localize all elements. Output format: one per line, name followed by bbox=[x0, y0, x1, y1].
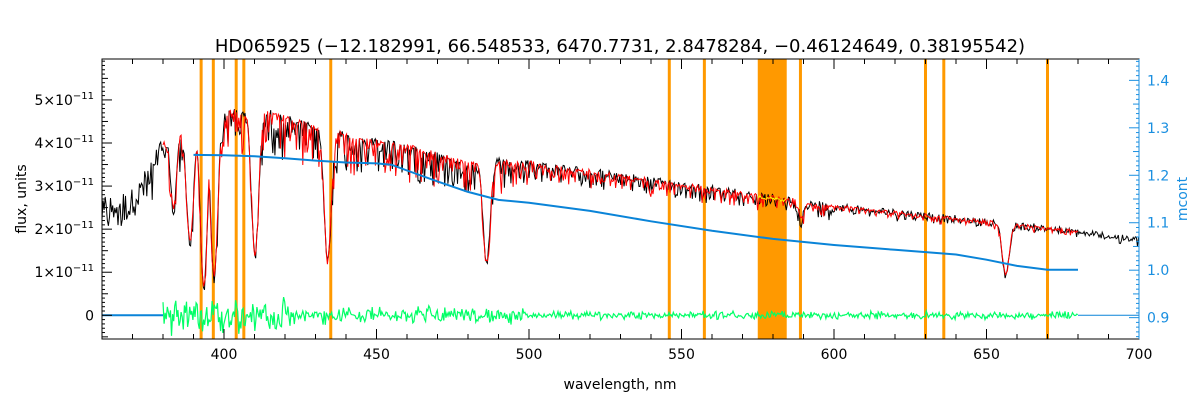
y-axis-right: 0.9 1.0 1.1 1.2 1.3 1.4 bbox=[1129, 59, 1169, 339]
y-axis-label: flux, units bbox=[14, 164, 30, 233]
y-axis-left: 0 1×10−11 2×10−11 3×10−11 4×10−11 5×10−11 bbox=[34, 60, 112, 338]
x-tick-label: 650 bbox=[973, 347, 1000, 363]
y2-tick-label: 1.0 bbox=[1147, 263, 1169, 279]
residual-series bbox=[102, 296, 1139, 336]
observed-line bbox=[101, 109, 1139, 291]
continuum-line bbox=[193, 153, 1078, 271]
continuum-series bbox=[193, 153, 1078, 271]
model-series bbox=[162, 109, 1079, 287]
y-tick-label: 2×10−11 bbox=[34, 220, 94, 238]
residual-line bbox=[162, 296, 1079, 336]
y2-tick-label: 1.3 bbox=[1147, 121, 1169, 137]
model-line bbox=[162, 109, 1079, 287]
observed-series bbox=[101, 109, 1139, 291]
y2-axis-label: mcont bbox=[1175, 176, 1191, 221]
y-tick-label: 4×10−11 bbox=[34, 134, 94, 152]
y2-tick-label: 1.2 bbox=[1147, 168, 1169, 184]
y2-tick-label: 1.4 bbox=[1147, 73, 1169, 89]
x-tick-label: 700 bbox=[1126, 347, 1153, 363]
y-tick-label: 3×10−11 bbox=[34, 177, 94, 195]
x-tick-label: 600 bbox=[821, 347, 848, 363]
x-tick-label: 400 bbox=[211, 347, 238, 363]
y2-tick-label: 1.1 bbox=[1147, 216, 1169, 232]
chart-title: HD065925 (−12.182991, 66.548533, 6470.77… bbox=[215, 36, 1025, 57]
plot-frame bbox=[101, 58, 1140, 340]
y-tick-label: 0 bbox=[85, 308, 94, 324]
y-tick-label: 5×10−11 bbox=[34, 91, 94, 109]
x-tick-label: 550 bbox=[668, 347, 695, 363]
y-tick-label: 1×10−11 bbox=[34, 263, 94, 281]
y2-tick-label: 0.9 bbox=[1147, 311, 1169, 327]
x-axis-label: wavelength, nm bbox=[564, 377, 677, 393]
x-tick-label: 450 bbox=[363, 347, 390, 363]
x-tick-label: 500 bbox=[516, 347, 543, 363]
mask-regions bbox=[199, 59, 1049, 339]
x-axis: 400 450 500 550 600 650 700 bbox=[101, 59, 1153, 363]
highlight-segment bbox=[757, 194, 787, 203]
